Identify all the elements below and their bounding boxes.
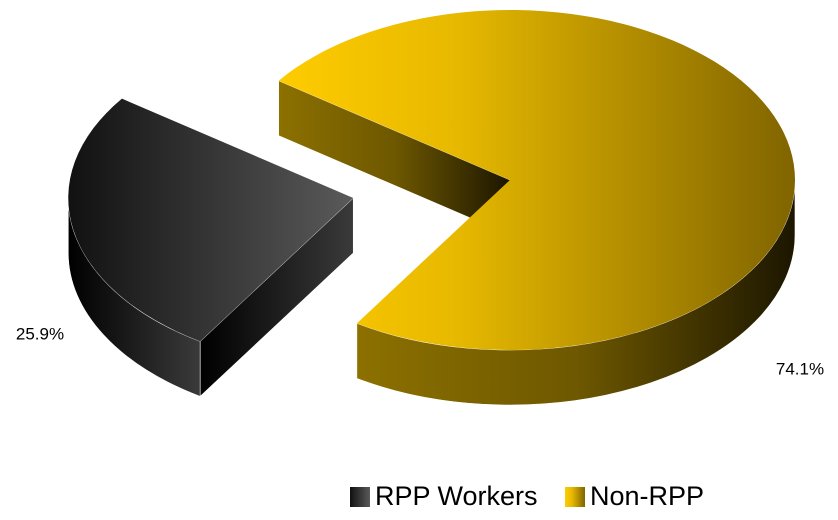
legend-swatch xyxy=(350,487,370,507)
slice-top xyxy=(278,10,795,351)
pie-slice xyxy=(67,98,354,398)
legend-label: Non-RPP xyxy=(590,481,704,511)
slice-top xyxy=(68,98,354,342)
slice-side xyxy=(67,197,201,397)
legend-swatch xyxy=(565,487,585,507)
pie-slice xyxy=(278,10,796,406)
data-label: 74.1% xyxy=(776,359,824,378)
data-label: 25.9% xyxy=(16,324,64,343)
legend-label: RPP Workers xyxy=(375,481,538,511)
